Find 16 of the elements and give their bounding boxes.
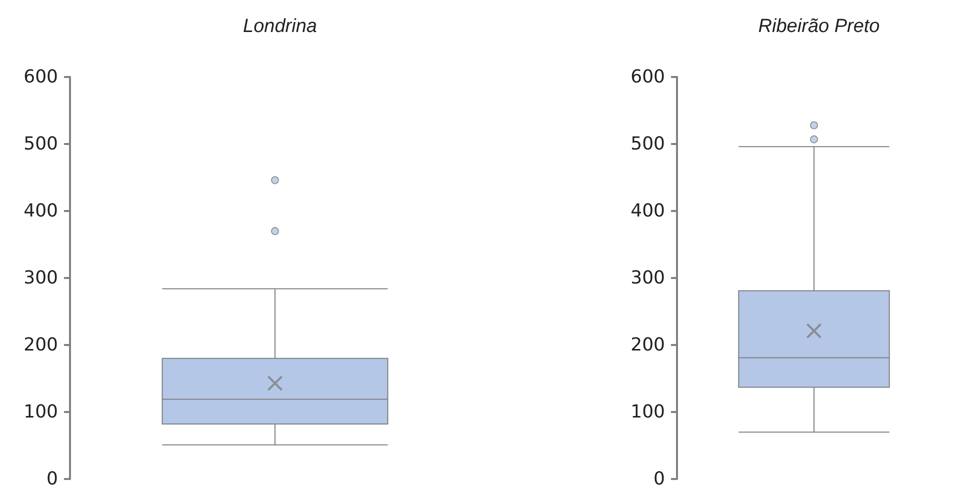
y-tick-label: 100 [630,402,665,422]
y-tick-label: 100 [24,402,58,422]
y-tick-label: 400 [24,200,58,222]
chart-title: Londrina [243,16,317,37]
y-tick-label: 200 [24,334,58,356]
y-tick-label: 500 [24,134,58,154]
y-tick-label: 300 [24,268,58,288]
chart-title: Ribeirão Preto [758,16,880,37]
y-tick-label: 500 [630,134,665,154]
y-tick-label: 400 [630,200,665,222]
y-tick-label: 300 [630,268,665,288]
y-tick-label: 600 [24,66,58,88]
y-tick-label: 0 [46,468,58,488]
y-tick-label: 600 [630,66,665,88]
y-tick-label: 0 [654,468,665,488]
y-tick-label: 200 [630,334,665,356]
